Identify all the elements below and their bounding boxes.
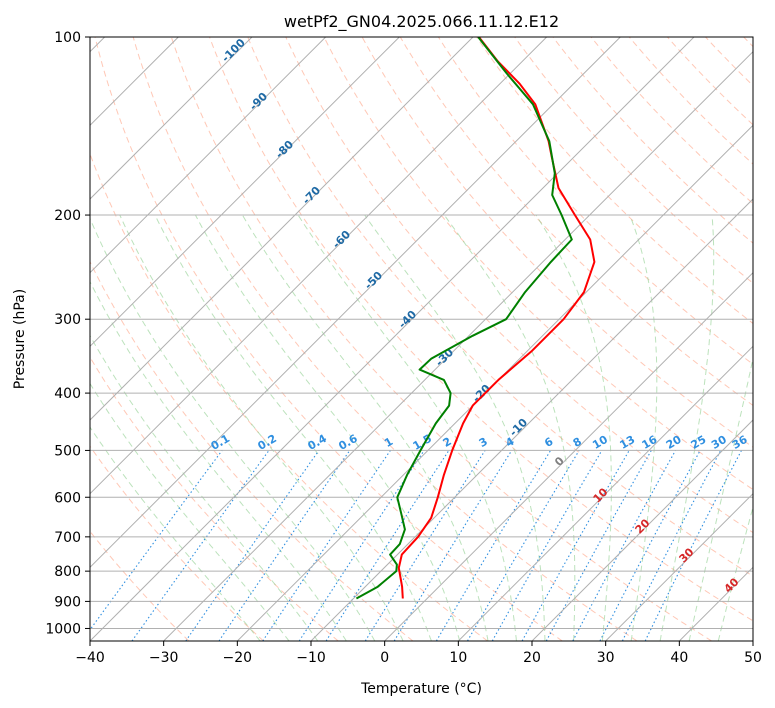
moist-adiabat-line [119,214,404,641]
dry-adiabat-line [628,37,753,165]
profile-series [355,37,596,600]
y-tick-label: 500 [54,443,81,459]
isotherm-line [384,271,753,641]
x-tick-label: 10 [449,650,467,666]
mixing-ratio-line [218,450,351,641]
x-tick-label: −40 [75,650,105,666]
isotherm-line [605,492,753,641]
chart-title: wetPf2_GN04.2025.066.11.12.E12 [284,12,559,32]
x-tick-label: 50 [744,650,762,666]
mixing-ratio-line [435,450,552,641]
dry-adiabat-line [476,37,753,325]
isotherm-line [90,37,695,641]
moist-adiabat-line [443,214,576,641]
x-tick-label: −10 [296,650,326,666]
dry-adiabat-line [90,445,264,641]
dry-adiabats [90,37,753,641]
isotherm-line [457,345,753,641]
moist-adiabat-line [659,214,715,641]
dry-adiabat-line [94,37,563,641]
moist-adiabat-line [535,214,612,641]
mixing-ratio-line [90,450,223,631]
y-axis-title: Pressure (hPa) [12,289,28,389]
x-tick-label: −30 [149,650,179,666]
mixing-ratio-line [393,450,513,641]
x-tick-label: −20 [223,650,253,666]
y-tick-label: 1000 [45,621,81,637]
dewpoint-profile-line [355,37,573,600]
isotherm-line [310,198,753,641]
moist-adiabat-line [90,217,376,641]
y-tick-label: 700 [54,530,81,546]
dry-adiabat-line [90,260,414,641]
isotherm-line [90,37,621,569]
isotherms [90,37,753,641]
isotherm-line [531,419,753,641]
y-tick-label: 800 [54,564,81,580]
isotherm-line [90,37,327,274]
isotherm-line [90,37,474,421]
plot-frame [89,36,754,642]
y-tick-label: 400 [54,386,81,402]
x-tick-label: 0 [380,650,389,666]
y-tick-label: 300 [54,312,81,328]
mixing-ratio-line [572,450,676,641]
dry-adiabat-line [590,37,753,205]
dry-adiabat-line [323,37,753,491]
moist-adiabat-line [194,214,461,641]
isotherm-line [236,124,753,641]
mixing-ratio-line [491,450,603,641]
moist-adiabat-line [629,214,658,641]
moist-adiabat-line [90,426,261,641]
dry-adiabat-line [514,37,753,284]
mixing-ratio-line [521,450,630,641]
isotherm-line [90,37,548,495]
isotherm-line [90,37,253,200]
moist-adiabat-line [154,214,432,641]
dry-adiabat-line [247,37,753,577]
y-tick-label: 900 [54,594,81,610]
y-tick-label: 600 [54,490,81,506]
x-axis-title: Temperature (°C) [360,681,482,697]
pressure-gridlines [90,37,753,629]
isotherm-line [90,37,400,348]
dry-adiabat-line [132,37,638,641]
plot-area: -100-90-80-70-60-50-40-30-20-10010203040… [90,37,753,641]
y-axis: 1000 900 800 700 600 500 400 300 200 100 [45,30,90,637]
y-tick-label: 100 [54,30,81,46]
dry-adiabat-line [170,37,712,641]
mixing-ratio-line [325,450,450,641]
moist-adiabat-line [90,334,319,641]
x-tick-label: 40 [670,650,688,666]
x-axis: −40 −30 −20 −10 0 10 20 30 40 50 [75,641,762,666]
y-tick-label: 200 [54,208,81,224]
moist-adiabat-line [364,214,546,641]
moist-adiabat-line [90,280,347,641]
mixing-ratio-line [131,450,270,641]
mixing-ratio-line [364,450,486,641]
dry-adiabat-line [399,37,753,407]
dry-adiabat-line [209,37,753,622]
mixing-ratio-line [467,450,580,641]
x-tick-label: 30 [597,650,615,666]
x-tick-label: 20 [523,650,541,666]
